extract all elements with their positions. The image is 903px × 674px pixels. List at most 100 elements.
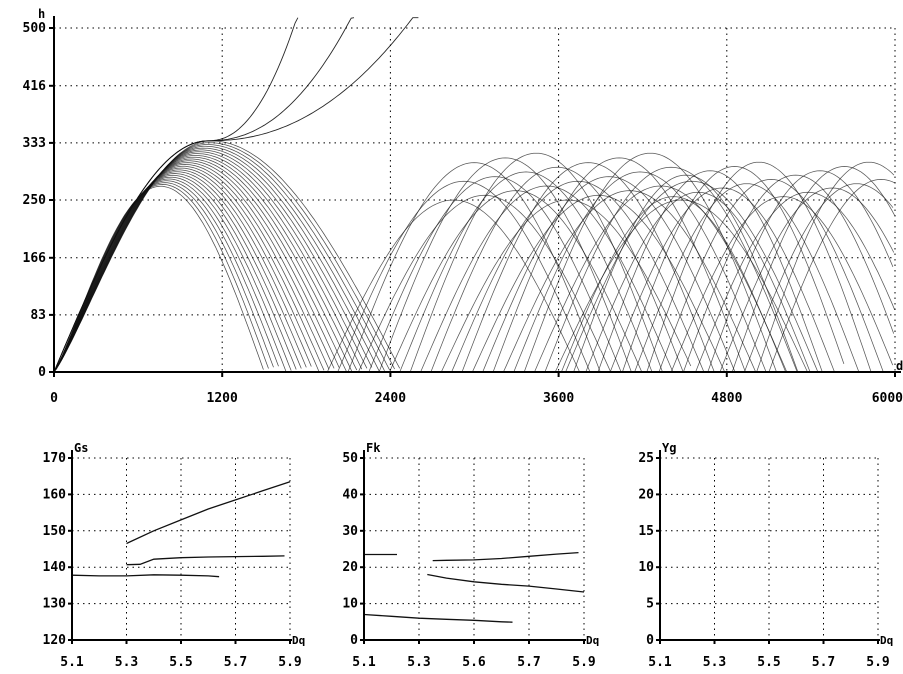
- group3-curve: [585, 191, 811, 373]
- group3-curve: [731, 166, 896, 373]
- group3-curve: [573, 174, 799, 373]
- group2-curve: [492, 157, 746, 373]
- main-y-tick-label: 166: [23, 251, 47, 266]
- group1-curve: [53, 184, 269, 373]
- group2-curve: [326, 199, 580, 373]
- panel3-x-tick-label: 5.5: [757, 655, 780, 670]
- panel2-series-4: [427, 573, 585, 593]
- panel2-x-tick-label: 5.7: [517, 655, 540, 670]
- group2-curve: [544, 166, 798, 373]
- group3-curve: [744, 183, 894, 373]
- group3-curve: [756, 161, 895, 373]
- panel1-y-tick-label: 120: [43, 633, 67, 648]
- panel2-y-tick-label: 40: [342, 487, 358, 502]
- panel3-y-tick-label: 0: [646, 633, 654, 648]
- panel2-series-1: [363, 613, 513, 623]
- panel2-y-tick-label: 0: [350, 633, 358, 648]
- panel3-x-tick-label: 5.7: [812, 655, 835, 670]
- group3-curve: [695, 191, 896, 373]
- group3-curve: [634, 183, 860, 373]
- panel1-x-tick-label: 5.1: [60, 655, 84, 670]
- main-y-axis-label: h: [38, 7, 45, 21]
- panel2-series-3: [432, 551, 579, 562]
- panel2-x-tick-label: 5.6: [462, 655, 486, 670]
- main-y-tick-label: 500: [23, 21, 47, 36]
- panel1-x-axis-label: Dq: [292, 634, 305, 647]
- panel1-y-tick-label: 160: [43, 487, 67, 502]
- steep-curve: [53, 17, 419, 373]
- group3-curve: [670, 196, 894, 373]
- group3-curve: [561, 196, 787, 373]
- group3-curve: [597, 170, 823, 373]
- panel2-y-tick-label: 50: [342, 451, 358, 466]
- panel1-x-tick-label: 5.5: [169, 655, 192, 670]
- main-x-tick-label: 0: [50, 391, 58, 406]
- group2-curve: [482, 176, 736, 373]
- group2-curve: [472, 194, 726, 373]
- group1-curve: [53, 174, 297, 373]
- main-x-tick-label: 1200: [207, 391, 238, 406]
- panel1-series-3: [126, 481, 291, 545]
- group1-curve: [53, 180, 279, 373]
- group3-curve: [707, 170, 894, 373]
- panel3-y-axis-label: Yg: [662, 441, 676, 455]
- panel2-y-tick-label: 10: [342, 597, 358, 612]
- group1-curve: [53, 176, 292, 373]
- group2-curve: [503, 190, 757, 373]
- group1-curve: [53, 164, 330, 373]
- group2-curve: [358, 194, 612, 373]
- panel1-y-tick-label: 140: [43, 560, 67, 575]
- group2-curve: [440, 199, 692, 373]
- panel3-x-tick-label: 5.3: [703, 655, 726, 670]
- panel3-x-tick-label: 5.1: [648, 655, 672, 670]
- main-x-axis-label: d: [896, 359, 903, 373]
- group3-curve: [683, 174, 895, 373]
- group1-curve: [53, 158, 348, 373]
- main-x-tick-label: 3600: [543, 391, 574, 406]
- group2-curve: [430, 166, 684, 373]
- group2-curve: [451, 180, 705, 373]
- group1-curve: [53, 182, 274, 373]
- panel3-y-tick-label: 10: [638, 560, 654, 575]
- main-y-tick-label: 250: [23, 193, 47, 208]
- group2-curve: [420, 185, 674, 373]
- group2-curve: [409, 152, 663, 373]
- main-y-tick-label: 83: [30, 308, 46, 323]
- panel2-y-tick-label: 20: [342, 560, 358, 575]
- panel2-x-tick-label: 5.9: [572, 655, 595, 670]
- main-x-tick-label: 6000: [872, 391, 903, 406]
- group1-curve: [53, 140, 401, 373]
- panel1-y-axis-label: Gs: [74, 441, 88, 455]
- panel1-y-tick-label: 170: [43, 451, 67, 466]
- panel1-x-tick-label: 5.3: [115, 655, 138, 670]
- steep-curve: [53, 17, 299, 373]
- panel1-y-tick-label: 130: [43, 597, 67, 612]
- group3-curve: [622, 166, 845, 373]
- panel2-x-axis-label: Dq: [586, 634, 599, 647]
- panel2-y-tick-label: 30: [342, 524, 358, 539]
- group2-curve: [461, 162, 715, 373]
- panel1-series-2: [126, 555, 285, 566]
- group2-curve: [523, 152, 777, 373]
- panel2-x-tick-label: 5.3: [407, 655, 430, 670]
- panel1-series-1: [71, 574, 220, 578]
- panel3-y-tick-label: 5: [646, 597, 654, 612]
- group3-curve: [609, 187, 835, 373]
- group2-curve: [534, 185, 788, 373]
- group3-curve: [768, 179, 896, 373]
- group2-curve: [565, 180, 819, 373]
- group3-curve: [719, 187, 895, 373]
- group3-curve: [646, 161, 872, 373]
- group2-curve: [513, 171, 767, 373]
- panel2-x-tick-label: 5.1: [352, 655, 376, 670]
- main-y-tick-label: 0: [38, 365, 46, 380]
- panel3-x-axis-label: Dq: [880, 634, 893, 647]
- panel3-y-tick-label: 20: [638, 487, 654, 502]
- panel3-y-tick-label: 25: [638, 451, 654, 466]
- group1-curve: [53, 178, 287, 373]
- main-curves: [53, 17, 896, 373]
- panel3-x-tick-label: 5.9: [866, 655, 889, 670]
- main-x-tick-label: 2400: [375, 391, 406, 406]
- panel2-y-axis-label: Fk: [366, 441, 381, 455]
